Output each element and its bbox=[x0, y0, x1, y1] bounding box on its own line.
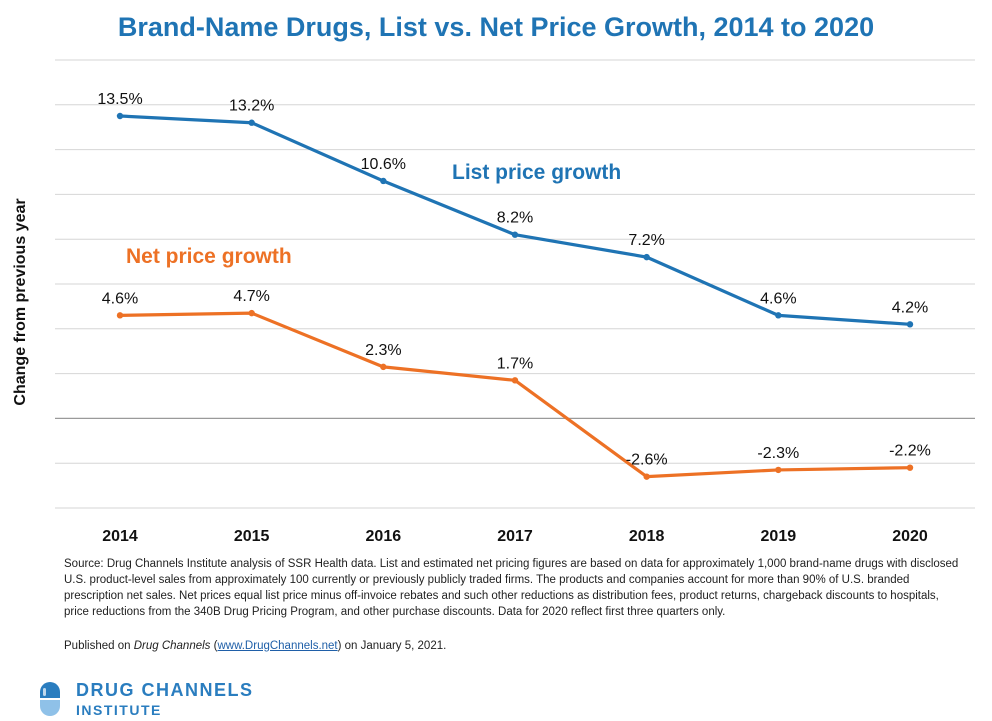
data-label: 7.2% bbox=[628, 232, 664, 249]
data-label: 4.2% bbox=[892, 299, 928, 316]
chart-title: Brand-Name Drugs, List vs. Net Price Gro… bbox=[117, 12, 875, 42]
data-label: 2.3% bbox=[365, 342, 401, 359]
data-point bbox=[511, 377, 519, 384]
source-note: Source: Drug Channels Institute analysis… bbox=[64, 558, 959, 618]
series-layer bbox=[116, 112, 914, 480]
data-label: 4.6% bbox=[760, 290, 796, 307]
data-point bbox=[775, 312, 782, 319]
data-label: 13.5% bbox=[97, 91, 142, 108]
data-label: 4.7% bbox=[233, 288, 269, 305]
x-tick-label: 2014 bbox=[102, 528, 138, 545]
data-label: -2.2% bbox=[889, 443, 931, 460]
legend-label: List price growth bbox=[452, 161, 621, 184]
drugchannels-link[interactable]: www.DrugChannels.net bbox=[217, 640, 338, 652]
data-label: 1.7% bbox=[497, 355, 533, 372]
y-axis-label: Change from previous year bbox=[12, 198, 29, 405]
x-tick-label: 2020 bbox=[892, 528, 928, 545]
line-chart: 2014 2015 2016 2017 2018 2019 2020 13.5% 13.2%1… bbox=[12, 59, 975, 545]
published-suffix: ) on January 5, 2021. bbox=[337, 640, 447, 652]
data-point bbox=[248, 309, 255, 317]
data-point bbox=[643, 253, 650, 261]
x-tick-label: 2016 bbox=[366, 528, 402, 545]
data-label: -2.3% bbox=[757, 445, 799, 462]
data-label: 13.2% bbox=[229, 98, 274, 115]
capsule-icon bbox=[40, 682, 60, 716]
data-point bbox=[248, 119, 255, 126]
published-mid: ( bbox=[210, 640, 218, 652]
data-point bbox=[380, 177, 387, 185]
data-label: -2.6% bbox=[626, 452, 668, 469]
data-point bbox=[380, 363, 387, 371]
logo-text-line2: INSTITUTE bbox=[76, 702, 162, 718]
logo-text-line1: DRUG CHANNELS bbox=[76, 680, 254, 700]
data-point bbox=[906, 464, 914, 471]
legend: List price growth Net price growth bbox=[126, 161, 621, 268]
data-label: 4.6% bbox=[102, 290, 138, 307]
published-prefix: Published on bbox=[64, 640, 134, 652]
published-outlet: Drug Channels bbox=[133, 640, 211, 652]
data-point bbox=[906, 321, 914, 328]
data-label: 8.2% bbox=[497, 210, 533, 227]
data-label: 10.6% bbox=[361, 156, 406, 173]
legend-label: Net price growth bbox=[126, 245, 292, 268]
x-tick-label: 2018 bbox=[629, 528, 665, 545]
data-point bbox=[775, 466, 782, 474]
x-tick-label: 2015 bbox=[234, 528, 270, 545]
gridlines bbox=[55, 59, 975, 509]
x-axis-ticks: 2014 2015 2016 2017 2018 2019 2020 bbox=[102, 528, 928, 545]
data-point bbox=[643, 473, 650, 480]
data-point bbox=[511, 231, 519, 238]
data-point bbox=[116, 312, 124, 319]
x-tick-label: 2019 bbox=[761, 528, 797, 545]
data-point bbox=[116, 112, 124, 120]
data-labels: 13.5% 13.2% 10.6% 8.2% 7.2% 4.6% 4.2% 4.6% 4.7% 2… bbox=[97, 91, 931, 469]
x-tick-label: 2017 bbox=[497, 528, 533, 545]
published-note: Published on Drug Channels (www.DrugChan… bbox=[64, 640, 446, 652]
